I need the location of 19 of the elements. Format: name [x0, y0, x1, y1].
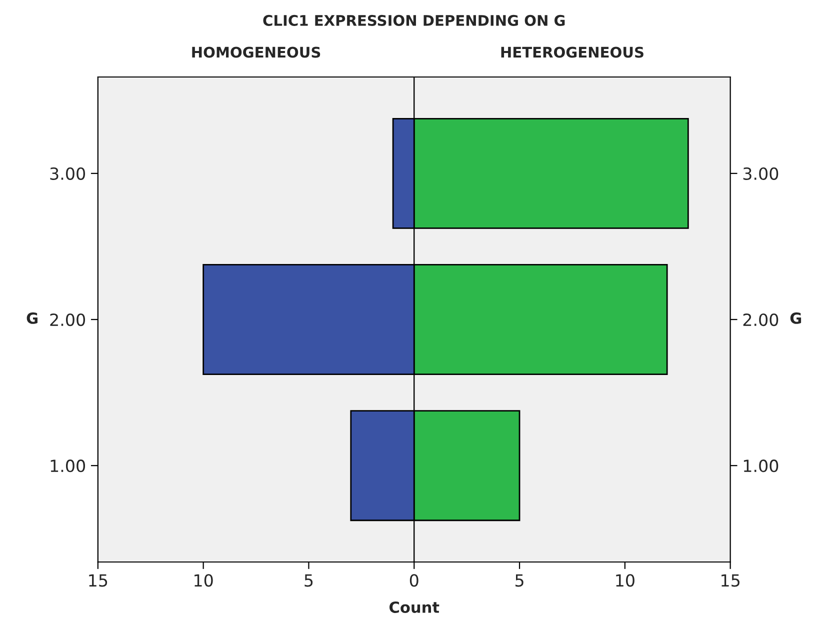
y-tick-label: 2.00 — [50, 313, 86, 326]
y-axis-title: G — [790, 312, 802, 324]
y-tick-label: 3.00 — [50, 167, 86, 180]
x-tick-label: 5 — [516, 574, 524, 587]
chart-title: CLIC1 EXPRESSION DEPENDING ON G — [263, 14, 565, 26]
x-tick-label: 15 — [89, 574, 108, 587]
y-tick-label: 1.00 — [50, 460, 86, 472]
x-tick-label: 0 — [410, 574, 418, 587]
y-axis-title: G — [26, 312, 38, 324]
chart-subtitle: HETEROGENEOUS — [501, 46, 644, 58]
y-tick-label: 1.00 — [744, 460, 778, 472]
x-tick-label: 10 — [194, 574, 213, 587]
y-tick-label: 2.00 — [743, 313, 778, 326]
x-axis-title: Count — [390, 601, 440, 614]
x-tick-label: 5 — [304, 574, 313, 587]
chart-subtitle: HOMOGENEOUS — [192, 46, 320, 58]
x-tick-label: 15 — [722, 574, 740, 587]
y-tick-label: 3.00 — [743, 167, 778, 180]
x-tick-label: 10 — [616, 574, 634, 587]
